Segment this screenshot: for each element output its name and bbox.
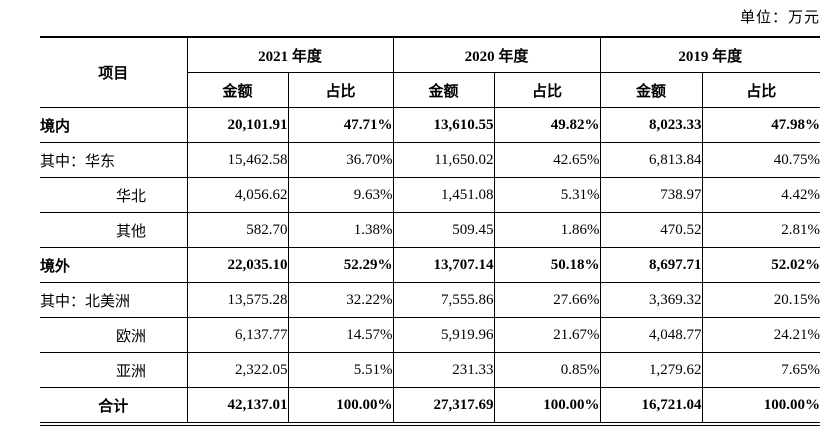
row-label: 欧洲 [40, 317, 188, 353]
cell-value: 11,650.02 [392, 142, 495, 178]
unit-label: 单位：万元 [739, 10, 820, 26]
header-amount-2020: 金额 [392, 72, 495, 108]
cell-value: 52.02% [701, 247, 821, 283]
row-label: 其中：华东 [40, 142, 188, 178]
cell-value: 13,707.14 [392, 247, 495, 283]
cell-value: 32.22% [287, 282, 394, 318]
cell-value: 27,317.69 [392, 387, 495, 426]
header-item: 项目 [40, 36, 188, 108]
cell-value: 50.18% [493, 247, 601, 283]
cell-value: 8,023.33 [599, 107, 703, 143]
header-amount-2021: 金额 [187, 72, 289, 108]
cell-value: 36.70% [287, 142, 394, 178]
cell-value: 8,697.71 [599, 247, 703, 283]
header-amount-2019: 金额 [599, 72, 703, 108]
cell-value: 2.81% [701, 212, 821, 248]
cell-value: 5.51% [287, 352, 394, 388]
header-ratio-2019: 占比 [701, 72, 821, 108]
cell-value: 6,137.77 [186, 317, 289, 353]
cell-value: 16,721.04 [599, 387, 703, 426]
cell-value: 49.82% [493, 107, 601, 143]
cell-value: 3,369.32 [599, 282, 703, 318]
cell-value: 0.85% [493, 352, 601, 388]
header-row-years: 项目 2021 年度 2020 年度 2019 年度 [40, 36, 821, 108]
cell-value: 7,555.86 [392, 282, 495, 318]
cell-value: 5,919.96 [392, 317, 495, 353]
cell-value: 738.97 [599, 177, 703, 213]
cell-value: 1,279.62 [599, 352, 703, 388]
cell-value: 4,056.62 [186, 177, 289, 213]
header-year-2019: 2019 年度 [599, 36, 821, 73]
table-row: 合计 42,137.01 100.00% 27,317.69 100.00% 16,721… [40, 387, 821, 426]
cell-value: 6,813.84 [599, 142, 703, 178]
revenue-by-region-table: 项目 2021 年度 2020 年度 2019 年度 金额 占比 金额 占比 金… [40, 36, 821, 426]
table-row: 华北 4,056.62 9.63% 1,451.08 5.31% 738.97 4.42% [40, 177, 821, 213]
cell-value: 1.86% [493, 212, 601, 248]
row-label: 其他 [40, 212, 188, 248]
cell-value: 52.29% [287, 247, 394, 283]
table-row: 欧洲 6,137.77 14.57% 5,919.96 21.67% 4,048.77 24… [40, 317, 821, 353]
cell-value: 42,137.01 [186, 387, 289, 426]
cell-value: 4.42% [701, 177, 821, 213]
cell-value: 40.75% [701, 142, 821, 178]
cell-value: 27.66% [493, 282, 601, 318]
cell-value: 13,610.55 [392, 107, 495, 143]
cell-value: 21.67% [493, 317, 601, 353]
cell-value: 15,462.58 [186, 142, 289, 178]
table-row: 其他 582.70 1.38% 509.45 1.86% 470.52 2.81% [40, 212, 821, 248]
row-label: 境内 [40, 107, 188, 143]
row-label: 其中：北美洲 [40, 282, 188, 318]
header-year-2020: 2020 年度 [392, 36, 601, 73]
cell-value: 100.00% [701, 387, 821, 426]
cell-value: 20,101.91 [186, 107, 289, 143]
header-year-2021: 2021 年度 [186, 36, 394, 73]
cell-value: 47.98% [701, 107, 821, 143]
table-row: 境外 22,035.10 52.29% 13,707.14 50.18% 8,697.71… [40, 247, 821, 283]
row-label: 合计 [40, 387, 188, 426]
row-label: 境外 [40, 247, 188, 283]
cell-value: 100.00% [287, 387, 394, 426]
cell-value: 9.63% [287, 177, 394, 213]
cell-value: 582.70 [186, 212, 289, 248]
table-body: 境内 20,101.91 47.71% 13,610.55 49.82% 8,023.33… [40, 107, 821, 426]
cell-value: 509.45 [392, 212, 495, 248]
table-row: 亚洲 2,322.05 5.51% 231.33 0.85% 1,279.62 7.65% [40, 352, 821, 388]
table-row: 其中：北美洲 13,575.28 32.22% 7,555.86 27.66% 3,369… [40, 282, 821, 318]
cell-value: 20.15% [701, 282, 821, 318]
cell-value: 24.21% [701, 317, 821, 353]
cell-value: 47.71% [287, 107, 394, 143]
cell-value: 14.57% [287, 317, 394, 353]
table-header: 项目 2021 年度 2020 年度 2019 年度 金额 占比 金额 占比 金… [40, 36, 821, 108]
row-label: 华北 [40, 177, 188, 213]
cell-value: 4,048.77 [599, 317, 703, 353]
cell-value: 7.65% [701, 352, 821, 388]
row-label: 亚洲 [40, 352, 188, 388]
cell-value: 5.31% [493, 177, 601, 213]
cell-value: 2,322.05 [186, 352, 289, 388]
cell-value: 1.38% [287, 212, 394, 248]
cell-value: 1,451.08 [392, 177, 495, 213]
cell-value: 13,575.28 [186, 282, 289, 318]
cell-value: 470.52 [599, 212, 703, 248]
header-ratio-2021: 占比 [287, 72, 394, 108]
cell-value: 22,035.10 [186, 247, 289, 283]
header-ratio-2020: 占比 [493, 72, 601, 108]
table-row: 境内 20,101.91 47.71% 13,610.55 49.82% 8,023.33… [40, 107, 821, 143]
cell-value: 231.33 [392, 352, 495, 388]
table-row: 其中：华东 15,462.58 36.70% 11,650.02 42.65% 6,813… [40, 142, 821, 178]
cell-value: 42.65% [493, 142, 601, 178]
cell-value: 100.00% [493, 387, 601, 426]
